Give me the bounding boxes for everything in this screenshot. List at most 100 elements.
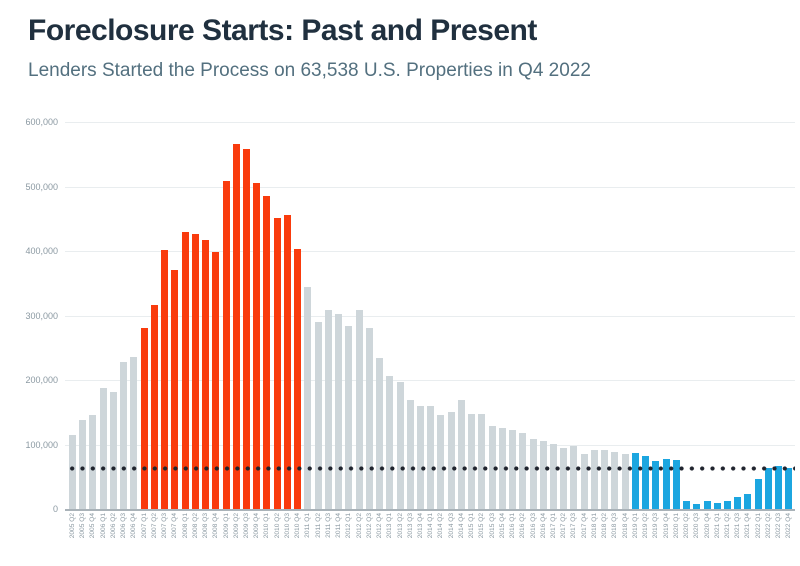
gridline <box>65 251 795 252</box>
bar <box>232 143 240 509</box>
x-tick-label: 2012 Q2 <box>355 513 363 539</box>
x-tick-label: 2010 Q4 <box>294 513 302 539</box>
x-tick-label: 2021 Q4 <box>744 513 752 539</box>
x-tick-label: 2005 Q2 <box>69 513 76 539</box>
bar <box>775 465 783 509</box>
bar <box>590 450 598 509</box>
y-tick-label: 200,000 <box>25 375 58 385</box>
bar <box>335 313 343 509</box>
x-tick-label: 2017 Q1 <box>550 513 558 539</box>
x-axis: 2005 Q2 2005 Q3 2005 Q4 2006 Q1 2006 Q2 2006 … <box>65 513 795 563</box>
bar <box>283 214 291 509</box>
bar <box>539 441 547 509</box>
x-tick-label: 2018 Q2 <box>601 513 609 539</box>
bar <box>447 411 455 509</box>
bar <box>222 180 230 509</box>
x-tick-label: 2006 Q4 <box>130 513 138 539</box>
x-tick-label: 2007 Q1 <box>140 513 148 539</box>
x-tick-label: 2013 Q3 <box>406 513 414 539</box>
x-tick-label: 2022 Q1 <box>754 513 762 539</box>
bar <box>457 400 465 509</box>
x-tick-label: 2015 Q1 <box>468 513 476 539</box>
x-tick-label: 2012 Q3 <box>365 513 373 539</box>
x-tick-label: 2021 Q2 <box>724 513 731 539</box>
bar <box>713 502 721 509</box>
x-tick-label: 2007 Q2 <box>150 513 158 539</box>
x-tick-label: 2007 Q3 <box>161 513 169 539</box>
x-tick-label: 2006 Q1 <box>99 513 107 539</box>
y-tick-label: 100,000 <box>25 439 58 450</box>
x-tick-label: 2015 Q2 <box>478 513 486 539</box>
x-tick-label: 2018 Q4 <box>621 513 629 539</box>
gridline <box>65 186 795 188</box>
bar <box>744 493 752 509</box>
bar <box>642 456 650 509</box>
bar <box>703 501 711 509</box>
x-tick-label: 2021 Q3 <box>734 513 742 539</box>
x-tick-label: 2009 Q2 <box>232 513 240 539</box>
bar <box>355 310 363 509</box>
bar <box>683 501 691 509</box>
y-tick-label: 0 <box>52 504 58 514</box>
x-tick-label: 2015 Q3 <box>488 513 496 539</box>
x-tick-label: 2009 Q3 <box>242 513 250 539</box>
x-tick-label: 2020 Q4 <box>703 513 711 539</box>
y-tick-label: 600,000 <box>25 117 58 127</box>
x-tick-label: 2014 Q2 <box>437 513 445 539</box>
y-tick-label: 300,000 <box>25 310 58 321</box>
gridline <box>65 509 795 511</box>
bar-series <box>69 122 793 509</box>
bar <box>785 468 793 509</box>
x-tick-label: 2017 Q3 <box>570 513 578 539</box>
gridline <box>65 380 795 381</box>
x-tick-label: 2019 Q3 <box>652 513 660 539</box>
x-tick-label: 2012 Q1 <box>345 513 353 539</box>
bar <box>734 497 742 509</box>
bar <box>631 452 639 509</box>
x-tick-label: 2022 Q3 <box>775 513 783 539</box>
bar <box>406 400 414 509</box>
x-tick-label: 2010 Q3 <box>283 513 291 539</box>
x-tick-label: 2020 Q3 <box>693 513 701 539</box>
bar <box>764 467 772 509</box>
bar <box>212 252 220 509</box>
bar <box>386 375 394 509</box>
bar <box>754 479 762 509</box>
chart-title: Foreclosure Starts: Past and Present <box>28 14 537 47</box>
x-tick-label: 2014 Q3 <box>447 513 455 539</box>
bar <box>478 414 486 509</box>
bar <box>161 250 169 509</box>
bar <box>652 461 660 509</box>
x-tick-label: 2006 Q3 <box>120 513 128 539</box>
bar <box>120 361 128 509</box>
bar <box>376 358 384 509</box>
bar <box>345 326 353 509</box>
plot-area <box>65 122 795 511</box>
bar <box>437 414 445 509</box>
y-tick-label: 500,000 <box>25 181 58 192</box>
x-tick-label: 2020 Q2 <box>683 513 691 539</box>
x-tick-label: 2010 Q1 <box>263 513 271 539</box>
x-tick-label: 2014 Q1 <box>427 513 435 539</box>
bar <box>89 415 97 509</box>
bar <box>529 438 537 509</box>
x-tick-label: 2011 Q2 <box>314 513 322 538</box>
x-tick-label: 2022 Q4 <box>785 513 793 539</box>
y-tick-label: 400,000 <box>25 246 58 256</box>
bar <box>611 452 619 509</box>
x-tick-label: 2016 Q1 <box>509 513 517 539</box>
x-tick-label: 2016 Q3 <box>529 513 537 539</box>
bar <box>324 310 332 509</box>
x-tick-label: 2016 Q4 <box>539 513 547 539</box>
x-tick-label: 2005 Q4 <box>89 513 97 539</box>
bar <box>580 453 588 509</box>
x-axis-labels: 2005 Q2 2005 Q3 2005 Q4 2006 Q1 2006 Q2 2006 … <box>69 513 793 563</box>
x-tick-label: 2012 Q4 <box>376 513 384 539</box>
reference-dotted-line <box>65 465 795 471</box>
bar <box>304 287 312 509</box>
bar <box>171 269 179 509</box>
bar <box>550 443 558 509</box>
bar <box>672 459 680 509</box>
bar <box>396 381 404 509</box>
